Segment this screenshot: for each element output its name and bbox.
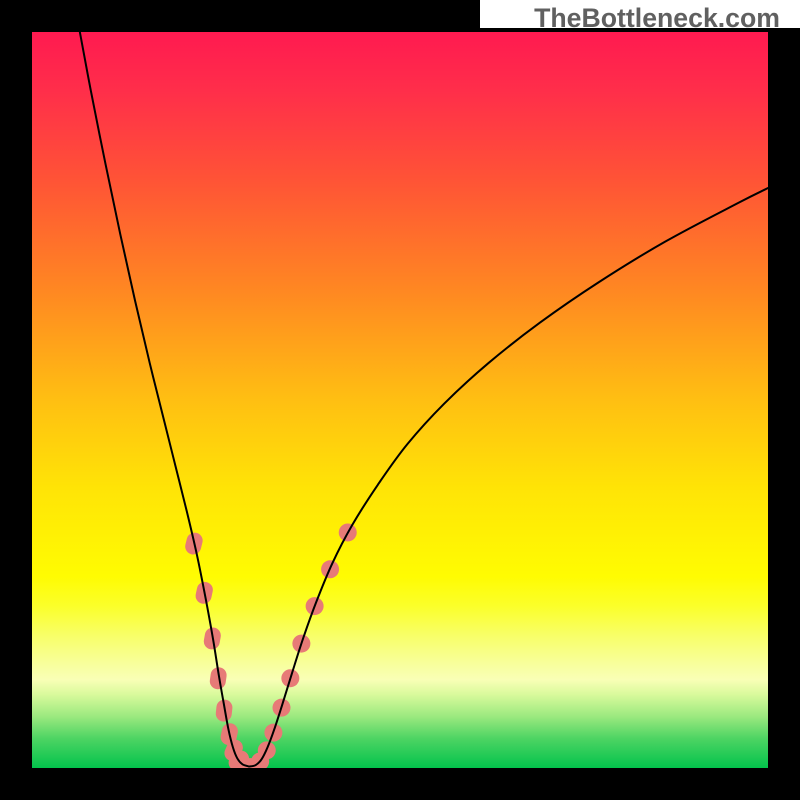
curve-segment	[249, 188, 768, 767]
frame-border-bottom	[0, 768, 800, 800]
curve-segment	[80, 32, 249, 767]
chart-frame: TheBottleneck.com	[0, 0, 800, 800]
frame-border-right	[768, 0, 800, 800]
frame-border-left	[0, 0, 32, 800]
curves-layer	[32, 32, 768, 768]
plot-area	[32, 32, 768, 768]
curve-segment	[352, 188, 768, 525]
watermark-text: TheBottleneck.com	[534, 3, 780, 34]
